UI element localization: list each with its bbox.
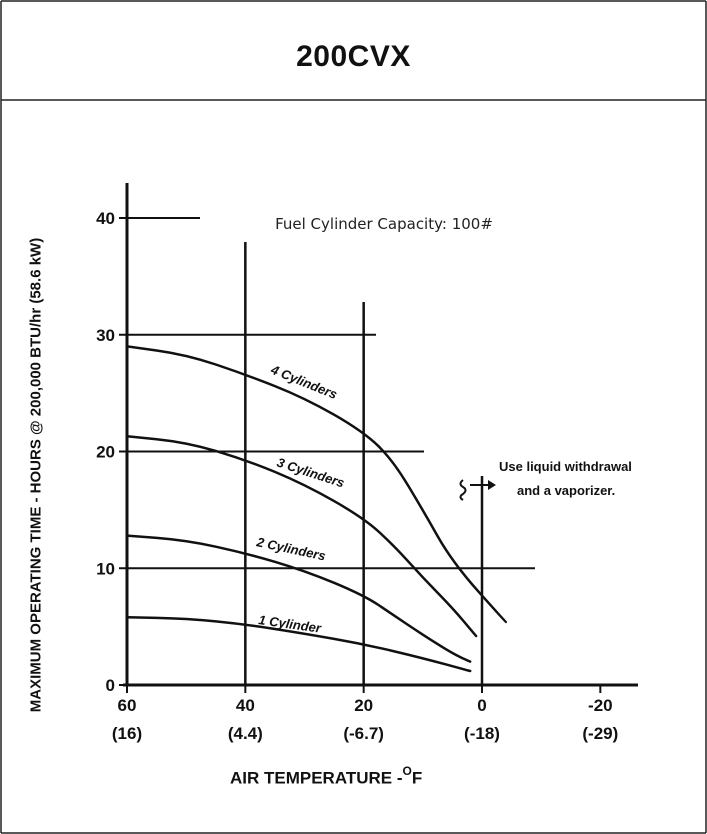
x-tick-sublabel-0: (-18) — [464, 724, 500, 743]
x-tick-label-40: 40 — [236, 696, 255, 715]
x-tick-sublabel-60: (16) — [112, 724, 142, 743]
annotation-line-1: Use liquid withdrawal — [499, 459, 632, 474]
series-label-3-cylinders: 3 Cylinders — [275, 455, 346, 491]
y-tick-label-0: 0 — [106, 676, 115, 695]
x-axis-label-text: AIR TEMPERATURE - — [230, 768, 403, 788]
series-line-1-cylinder — [125, 616, 472, 673]
series-label-4-cylinders: 4 Cylinders — [268, 361, 340, 402]
chart-title: 200CVX — [296, 40, 411, 73]
x-tick-sublabel-20: (-6.7) — [343, 724, 384, 743]
series-line-3-cylinders — [125, 435, 478, 638]
chart-subtitle: Fuel Cylinder Capacity: 100# — [275, 215, 493, 233]
x-tick-sublabel--20: (-29) — [582, 724, 618, 743]
withdrawal-arrow-icon — [488, 480, 496, 490]
series-line-2-cylinders — [125, 534, 472, 663]
y-tick-label-10: 10 — [96, 559, 115, 578]
y-tick-label-20: 20 — [96, 443, 115, 462]
annotation-line-2: and a vaporizer. — [517, 483, 615, 498]
x-axis-label-degree: O — [402, 764, 412, 778]
x-axis-label: AIR TEMPERATURE -OF — [230, 764, 423, 789]
y-tick-label-30: 30 — [96, 326, 115, 345]
x-tick-label-0: 0 — [477, 696, 486, 715]
series-line-4-cylinders — [125, 345, 507, 624]
x-tick-label--20: -20 — [588, 696, 613, 715]
x-tick-label-20: 20 — [354, 696, 373, 715]
y-tick-label-40: 40 — [96, 209, 115, 228]
withdrawal-glyph-icon — [459, 479, 467, 501]
x-axis-label-unit: F — [411, 768, 423, 788]
x-tick-sublabel-40: (4.4) — [228, 724, 263, 743]
x-tick-label-60: 60 — [118, 696, 137, 715]
